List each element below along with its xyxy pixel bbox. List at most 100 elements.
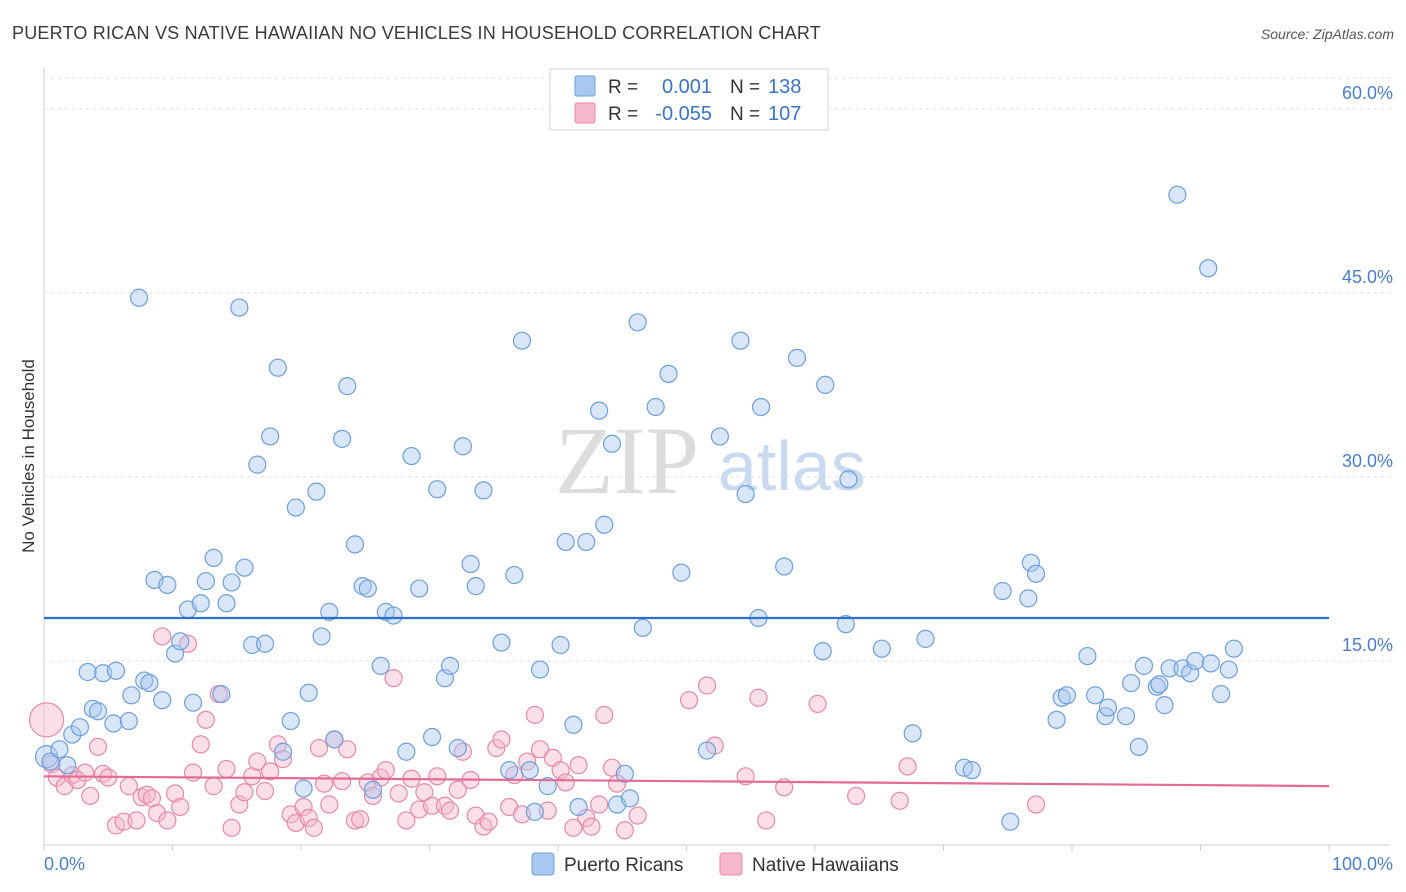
puerto-ricans-point	[106, 661, 126, 680]
puerto-ricans-point	[551, 635, 570, 655]
native-hawaiians-point	[191, 735, 210, 754]
native-hawaiians-point	[248, 752, 267, 771]
puerto-ricans-point	[1001, 812, 1020, 831]
native-hawaiians-point	[363, 786, 383, 806]
puerto-ricans-point	[1086, 686, 1105, 705]
puerto-ricans-point	[261, 427, 280, 446]
puerto-ricans-point	[363, 780, 383, 799]
bottom-legend-swatch-puerto-ricans	[531, 852, 555, 876]
puerto-ricans-point	[345, 535, 365, 554]
puerto-ricans-point	[281, 711, 300, 731]
puerto-ricans-point	[1021, 553, 1040, 572]
legend-n-label-2: N =	[730, 104, 760, 125]
puerto-ricans-point	[294, 779, 313, 798]
puerto-ricans-point	[325, 730, 344, 749]
y-tick-labels: 15.0% 30.0% 45.0% 60.0%	[1342, 83, 1393, 655]
puerto-ricans-point	[63, 725, 82, 744]
puerto-ricans-point	[1160, 659, 1179, 678]
native-hawaiians-point	[590, 795, 609, 814]
puerto-ricans-point	[371, 656, 390, 675]
x-ticks	[43, 845, 1330, 851]
native-hawaiians-point	[196, 710, 216, 729]
puerto-ricans-point	[1201, 654, 1220, 673]
y-axis-label: No Vehicles in Household	[19, 359, 38, 553]
legend-n-value-2: 107	[768, 103, 801, 125]
puerto-ricans-point	[268, 358, 287, 377]
puerto-ricans-point	[1211, 684, 1231, 704]
puerto-ricans-point	[751, 397, 771, 417]
puerto-ricans-point	[530, 660, 550, 679]
legend-n-value-1: 138	[768, 76, 801, 98]
puerto-ricans-point	[204, 548, 223, 567]
puerto-ricans-point	[916, 629, 935, 648]
puerto-ricans-point	[104, 714, 123, 733]
puerto-ricans-point	[839, 470, 858, 489]
puerto-ricans-point	[1199, 259, 1218, 278]
x-tick-label-max: 100.0%	[1332, 854, 1393, 874]
puerto-ricans-point	[1078, 646, 1097, 666]
native-hawaiians-point	[428, 767, 447, 786]
y-tick-label-15: 15.0%	[1342, 635, 1393, 655]
puerto-ricans-point	[338, 377, 357, 396]
puerto-ricans-point	[58, 756, 77, 775]
trend-lines	[43, 616, 1330, 788]
native-hawaiians-point	[448, 780, 467, 799]
native-hawaiians-point	[127, 811, 146, 830]
puerto-ricans-point	[222, 573, 241, 592]
puerto-ricans-point	[1134, 656, 1154, 675]
puerto-ricans-point	[872, 639, 891, 658]
puerto-ricans-point	[590, 401, 609, 420]
native-hawaiians-point	[376, 761, 395, 780]
native-hawaiians-point	[204, 777, 223, 796]
puerto-ricans-point	[500, 761, 519, 780]
native-hawaiians-point	[569, 756, 588, 775]
native-hawaiians-point	[538, 801, 557, 820]
native-hawaiians-point	[479, 812, 498, 831]
native-hawaiians-point	[114, 812, 133, 831]
native-hawaiians-point	[525, 705, 544, 725]
puerto-ricans-point	[731, 331, 750, 350]
puerto-ricans-point	[520, 761, 539, 780]
puerto-ricans-points	[34, 185, 1244, 831]
puerto-ricans-point	[1019, 589, 1038, 608]
puerto-ricans-point	[397, 742, 416, 761]
puerto-ricans-point	[140, 673, 159, 693]
puerto-ricans-point	[1186, 651, 1205, 671]
native-hawaiians-point	[697, 676, 717, 695]
y-tick-label-30: 30.0%	[1342, 451, 1393, 471]
native-hawaiians-point	[487, 738, 506, 758]
native-hawaiians-point	[147, 803, 167, 823]
native-hawaiians-point	[397, 811, 416, 830]
puerto-ricans-point	[577, 532, 596, 552]
native-hawaiians-point	[435, 796, 455, 815]
native-hawaiians-point	[384, 669, 403, 688]
puerto-ricans-point	[235, 558, 254, 577]
puerto-ricans-point	[191, 594, 210, 613]
puerto-ricans-point	[736, 484, 755, 504]
native-hawaiians-point	[338, 740, 357, 759]
puerto-ricans-point	[710, 427, 730, 446]
puerto-ricans-point	[1047, 710, 1066, 729]
bottom-legend-label-native-hawaiians: Native Hawaiians	[752, 855, 899, 876]
native-hawaiians-point	[757, 811, 776, 830]
puerto-ricans-point	[384, 606, 403, 625]
puerto-ricans-point	[230, 298, 249, 317]
legend-r-label-1: R =	[608, 77, 638, 98]
puerto-ricans-point	[569, 797, 588, 817]
native-hawaiians-point	[615, 821, 634, 840]
puerto-ricans-point	[962, 761, 981, 780]
puerto-ricans-point	[556, 532, 575, 552]
native-hawaiians-point	[304, 818, 323, 837]
puerto-ricans-point	[1057, 686, 1076, 705]
puerto-ricans-point	[1122, 673, 1141, 693]
legend-r-value-2: -0.055	[655, 103, 712, 125]
puerto-ricans-point	[440, 656, 460, 675]
puerto-ricans-point	[1219, 660, 1238, 679]
puerto-ricans-point	[1129, 737, 1148, 756]
native-hawaiians-point	[808, 694, 827, 713]
puerto-ricans-point	[1147, 677, 1166, 696]
puerto-ricans-point	[512, 331, 532, 350]
native-hawaiians-point	[775, 778, 794, 797]
native-hawaiians-point	[1026, 795, 1046, 814]
